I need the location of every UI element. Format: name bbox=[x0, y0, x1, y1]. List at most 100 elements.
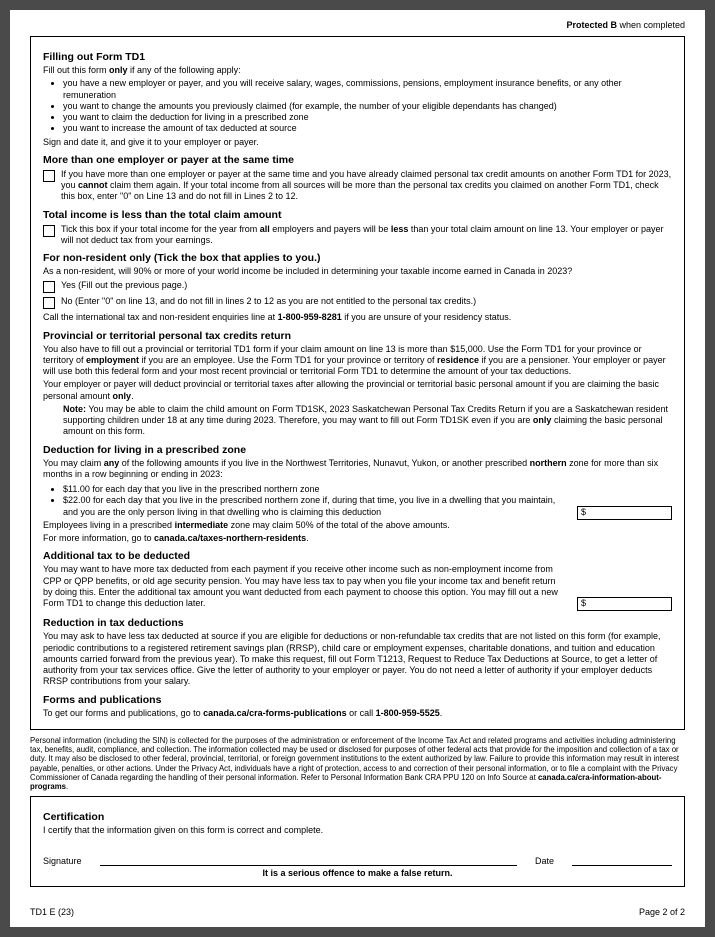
s6-bullets-wrap: $11.00 for each day that you live in the… bbox=[43, 482, 567, 520]
s5p1c: if you are an employee. Use the Form TD1… bbox=[139, 355, 437, 365]
s6p1a: You may claim bbox=[43, 458, 104, 468]
s3-title: Total income is less than the total clai… bbox=[43, 209, 672, 221]
s9a: To get our forms and publications, go to bbox=[43, 708, 203, 718]
additional-tax-amount-input[interactable]: $ bbox=[577, 597, 672, 611]
cert-title: Certification bbox=[43, 811, 672, 823]
s6p1c: of the following amounts if you live in … bbox=[119, 458, 529, 468]
s7-p1: You may want to have more tax deducted f… bbox=[43, 564, 567, 609]
form-code: TD1 E (23) bbox=[30, 907, 74, 917]
s6p3c: . bbox=[306, 533, 309, 543]
only-word: only bbox=[109, 65, 128, 75]
s3c: employers and payers will be bbox=[270, 224, 391, 234]
s6-dollar: $ bbox=[581, 507, 586, 517]
footer: TD1 E (23) Page 2 of 2 bbox=[30, 907, 685, 917]
signature-row: Signature Date bbox=[43, 856, 672, 866]
checkbox-nonresident-yes[interactable] bbox=[43, 281, 55, 293]
offence-notice: It is a serious offence to make a false … bbox=[43, 868, 672, 878]
s6-p2: Employees living in a prescribed interme… bbox=[43, 520, 672, 531]
s4-no-row: No (Enter "0" on line 13, and do not fil… bbox=[43, 296, 672, 309]
s6p2b: intermediate bbox=[175, 520, 229, 530]
s4-p1: As a non-resident, will 90% or more of y… bbox=[43, 266, 672, 277]
privacy-notice: Personal information (including the SIN)… bbox=[30, 736, 685, 792]
s4-yes-row: Yes (Fill out the previous page.) bbox=[43, 280, 672, 293]
s2-text: If you have more than one employer or pa… bbox=[61, 169, 672, 203]
s1-b3: you want to claim the deduction for livi… bbox=[63, 112, 672, 123]
checkbox-multiple-employer[interactable] bbox=[43, 170, 55, 182]
s4ca: Call the international tax and non-resid… bbox=[43, 312, 278, 322]
s3a: Tick this box if your total income for t… bbox=[61, 224, 260, 234]
priv-c: . bbox=[66, 782, 68, 791]
northern-zone-amount-input[interactable]: $ bbox=[577, 506, 672, 520]
s3d: less bbox=[391, 224, 409, 234]
s6-title: Deduction for living in a prescribed zon… bbox=[43, 444, 672, 456]
s1-b2: you want to change the amounts you previ… bbox=[63, 101, 672, 112]
protected-label: Protected B bbox=[566, 20, 617, 30]
s4-call: Call the international tax and non-resid… bbox=[43, 312, 672, 323]
s5-p1: You also have to fill out a provincial o… bbox=[43, 344, 672, 378]
s9c: or call bbox=[347, 708, 376, 718]
s6p3a: For more information, go to bbox=[43, 533, 154, 543]
cert-p1: I certify that the information given on … bbox=[43, 825, 672, 836]
s7-text: You may want to have more tax deducted f… bbox=[43, 564, 567, 611]
s5-note: Note: You may be able to claim the child… bbox=[63, 404, 672, 438]
s5p1b: employment bbox=[86, 355, 139, 365]
s5nb: only bbox=[533, 415, 552, 425]
s4-no: No (Enter "0" on line 13, and do not fil… bbox=[61, 296, 672, 307]
s2-title: More than one employer or payer at the s… bbox=[43, 154, 672, 166]
date-line[interactable] bbox=[572, 864, 672, 866]
s5p2c: . bbox=[131, 391, 134, 401]
s5nl: Note: bbox=[63, 404, 86, 414]
signature-line[interactable] bbox=[100, 864, 517, 866]
checkbox-nonresident-no[interactable] bbox=[43, 297, 55, 309]
s5p2a: Your employer or payer will deduct provi… bbox=[43, 379, 659, 400]
s4-title: For non-resident only (Tick the box that… bbox=[43, 252, 672, 264]
s9d: 1-800-959-5525 bbox=[376, 708, 440, 718]
s1-b4: you want to increase the amount of tax d… bbox=[63, 123, 672, 134]
s6p1d: northern bbox=[530, 458, 567, 468]
s6-box-wrap: $ bbox=[577, 506, 672, 520]
s7-flex: You may want to have more tax deducted f… bbox=[43, 564, 672, 611]
when-completed: when completed bbox=[617, 20, 685, 30]
s5p2b: only bbox=[113, 391, 132, 401]
header-classification: Protected B when completed bbox=[30, 20, 685, 30]
s8-title: Reduction in tax deductions bbox=[43, 617, 672, 629]
s1-outro: Sign and date it, and give it to your em… bbox=[43, 137, 672, 148]
date-label: Date bbox=[535, 856, 554, 866]
certification-box: Certification I certify that the informa… bbox=[30, 796, 685, 887]
s1-b1: you have a new employer or payer, and yo… bbox=[63, 78, 672, 101]
s4cb: 1-800-959-8281 bbox=[278, 312, 342, 322]
page-number: Page 2 of 2 bbox=[639, 907, 685, 917]
s3-row: Tick this box if your total income for t… bbox=[43, 224, 672, 247]
s9e: . bbox=[440, 708, 443, 718]
signature-label: Signature bbox=[43, 856, 82, 866]
s6-p3: For more information, go to canada.ca/ta… bbox=[43, 533, 672, 544]
s6p2c: zone may claim 50% of the total of the a… bbox=[228, 520, 450, 530]
s1-bullets: you have a new employer or payer, and yo… bbox=[63, 78, 672, 134]
s6-b2: $22.00 for each day that you live in the… bbox=[63, 495, 567, 518]
s4cc: if you are unsure of your residency stat… bbox=[342, 312, 512, 322]
s4-yes: Yes (Fill out the previous page.) bbox=[61, 280, 672, 291]
s5-p2: Your employer or payer will deduct provi… bbox=[43, 379, 672, 402]
s5-title: Provincial or territorial personal tax c… bbox=[43, 330, 672, 342]
s8-p1: You may ask to have less tax deducted at… bbox=[43, 631, 672, 687]
s7-box-wrap: $ bbox=[577, 597, 672, 611]
s1-intro: Fill out this form only if any of the fo… bbox=[43, 65, 672, 76]
form-page: Protected B when completed Filling out F… bbox=[10, 10, 705, 927]
s1-title: Filling out Form TD1 bbox=[43, 51, 672, 63]
s2c: claim them again. If your total income f… bbox=[61, 180, 659, 201]
s6-p1: You may claim any of the following amoun… bbox=[43, 458, 672, 481]
s6p2a: Employees living in a prescribed bbox=[43, 520, 175, 530]
s6-flex: $11.00 for each day that you live in the… bbox=[43, 482, 672, 520]
s9b: canada.ca/cra-forms-publications bbox=[203, 708, 347, 718]
s2b: cannot bbox=[78, 180, 108, 190]
checkbox-total-income-less[interactable] bbox=[43, 225, 55, 237]
s6-b1: $11.00 for each day that you live in the… bbox=[63, 484, 567, 495]
s7-dollar: $ bbox=[581, 598, 586, 608]
s9-title: Forms and publications bbox=[43, 694, 672, 706]
s5p1d: residence bbox=[437, 355, 479, 365]
s6p3b: canada.ca/taxes-northern-residents bbox=[154, 533, 306, 543]
s7-title: Additional tax to be deducted bbox=[43, 550, 672, 562]
s9-p1: To get our forms and publications, go to… bbox=[43, 708, 672, 719]
s3-text: Tick this box if your total income for t… bbox=[61, 224, 672, 247]
s6-bullets: $11.00 for each day that you live in the… bbox=[63, 484, 567, 518]
